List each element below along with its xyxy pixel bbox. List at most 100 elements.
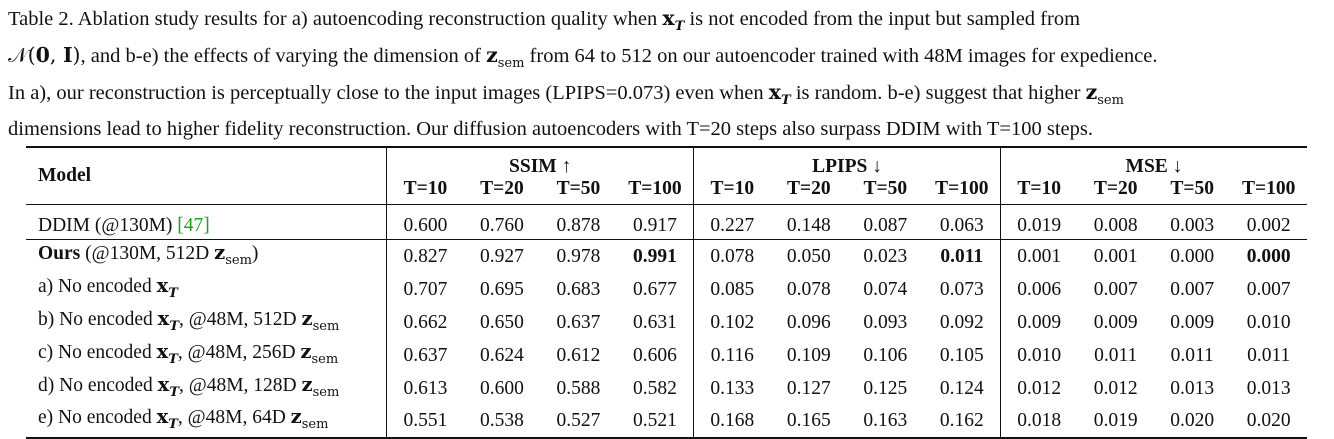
table-cell: 0.001 (1017, 245, 1062, 267)
caption-line-2: 𝒩(0, I), and b-e) the effects of varying… (8, 41, 1328, 78)
table-cell: 0.600 (403, 214, 448, 236)
table-cell: 0.827 (403, 245, 448, 267)
model-name-text: ) (251, 243, 259, 264)
table-cell: 0.007 (1246, 278, 1291, 300)
table-cell: 0.991 (616, 239, 695, 273)
table-caption: Table 2. Ablation study results for a) a… (8, 4, 1328, 143)
caption-line-3: In a), our reconstruction is perceptuall… (8, 78, 1328, 115)
model-name-text: e) No encoded (38, 407, 157, 429)
table-row: d) No encoded xT, @48M, 128D zsem 0.613 0.… (26, 371, 1307, 405)
caption-text: , and b-e) the effects of varying the di… (80, 45, 487, 68)
table-cell: 0.677 (616, 272, 695, 306)
ablation-table: Model SSIM ↑ LPIPS ↓ MSE ↓ T=10 T=20 T=50 T… (26, 146, 1307, 439)
table-cell: 0.521 (616, 404, 695, 439)
table-cell: 0.000 (1170, 245, 1215, 267)
step-header: T=10 (710, 178, 755, 199)
math-x-t: xT (156, 273, 178, 301)
table-cell: 0.023 (863, 245, 908, 267)
table-cell: 0.878 (556, 214, 601, 236)
caption-line-4: dimensions lead to higher fidelity recon… (8, 118, 1093, 141)
group-header-ssim: SSIM ↑ (386, 147, 695, 178)
table-cell: 0.551 (403, 410, 448, 432)
math-z-sem: zsem (486, 43, 525, 72)
table-cell: 0.582 (616, 371, 695, 405)
table-cell: 0.588 (556, 377, 601, 399)
table-row: Ours (@130M, 512D zsem) 0.827 0.927 0.978 0.… (26, 239, 1307, 273)
group-header-mse: MSE ↓ (1125, 156, 1183, 177)
table-cell: 0.007 (1093, 278, 1138, 300)
table-cell: 0.978 (556, 245, 601, 267)
citation-link[interactable]: [47] (177, 214, 210, 236)
model-name-text: , @48M, 64D (177, 407, 291, 429)
table-cell: 0.538 (480, 410, 524, 432)
step-header: T=20 (480, 178, 524, 199)
table-cell: 0.011 (1247, 344, 1291, 366)
table-cell: 0.927 (480, 245, 524, 267)
step-header: T=50 (863, 178, 908, 199)
table-cell: 0.760 (480, 214, 524, 236)
table-row: e) No encoded xT, @48M, 64D zsem 0.551 0.5… (26, 404, 1307, 439)
math-x-t: xT (662, 6, 685, 35)
model-name-text: , @48M, 512D (179, 308, 302, 330)
caption-line-1: Table 2. Ablation study results for a) a… (8, 4, 1328, 41)
model-name: Ours (@130M, 512D zsem) (26, 239, 388, 273)
table-cell: 0.019 (1017, 214, 1062, 236)
math-z-sem: zsem (301, 306, 340, 334)
math-x-t: xT (156, 405, 178, 433)
table-cell: 0.050 (786, 245, 831, 267)
model-name: e) No encoded xT, @48M, 64D zsem (26, 404, 388, 439)
table-cell: 0.074 (863, 278, 908, 300)
caption-text: In a), our reconstruction is perceptuall… (8, 82, 769, 105)
step-header: T=100 (923, 178, 1001, 205)
table-cell: 0.002 (1246, 214, 1291, 236)
model-name-text: a) No encoded (38, 275, 157, 297)
math-z-sem: zsem (1085, 80, 1124, 109)
table-cell: 0.124 (923, 371, 1001, 405)
table-cell: 0.008 (1093, 214, 1138, 236)
table-cell: 0.093 (863, 311, 908, 333)
model-name-text: DDIM (@130M) (38, 214, 178, 236)
table-cell: 0.613 (403, 377, 448, 399)
table-cell: 0.007 (1170, 278, 1215, 300)
table-cell: 0.012 (1093, 377, 1138, 399)
table-cell: 0.009 (1093, 311, 1138, 333)
model-name: a) No encoded xT (26, 272, 388, 306)
table-cell: 0.009 (1017, 311, 1062, 333)
table-cell: 0.612 (556, 344, 601, 366)
model-name: d) No encoded xT, @48M, 128D zsem (26, 371, 388, 405)
model-name: b) No encoded xT, @48M, 512D zsem (26, 305, 388, 339)
table-cell: 0.092 (923, 305, 1001, 339)
table-cell: 0.662 (403, 311, 448, 333)
caption-text: Table 2. Ablation study results for a) a… (8, 8, 663, 30)
table-cell: 0.011 (1094, 344, 1138, 366)
table-cell: 0.116 (710, 344, 754, 366)
math-z-sem: zsem (214, 241, 252, 268)
table-cell: 0.000 (1246, 245, 1291, 267)
step-header: T=100 (616, 178, 695, 205)
math-x-t: xT (157, 306, 179, 334)
table-cell: 0.125 (863, 377, 908, 399)
table-row: b) No encoded xT, @48M, 512D zsem 0.662 0.… (26, 305, 1307, 339)
step-header: T=10 (1017, 178, 1062, 199)
table-cell: 0.020 (1170, 410, 1215, 432)
table-cell: 0.637 (403, 344, 448, 366)
table-cell: 0.106 (863, 344, 908, 366)
table-cell: 0.695 (480, 278, 524, 300)
table-cell: 0.087 (863, 214, 908, 236)
model-name-text: , @48M, 256D (177, 341, 301, 363)
model-name: DDIM (@130M) [47] (26, 204, 388, 240)
table-cell: 0.018 (1017, 410, 1062, 432)
caption-text: is not encoded from the input but sample… (684, 8, 1081, 30)
table-cell: 0.013 (1170, 377, 1215, 399)
table-cell: 0.637 (556, 311, 601, 333)
table-cell: 0.105 (923, 338, 1001, 372)
math-x-t: xT (157, 372, 179, 400)
table-cell: 0.078 (710, 245, 755, 267)
model-name: c) No encoded xT, @48M, 256D zsem (26, 338, 388, 372)
table-cell: 0.650 (480, 311, 524, 333)
table-cell: 0.163 (863, 410, 908, 432)
table-row: c) No encoded xT, @48M, 256D zsem 0.637 0.… (26, 338, 1307, 372)
table-cell: 0.063 (923, 204, 1001, 240)
caption-text: is random. b-e) suggest that higher (790, 82, 1086, 105)
table-cell: 0.600 (480, 377, 524, 399)
